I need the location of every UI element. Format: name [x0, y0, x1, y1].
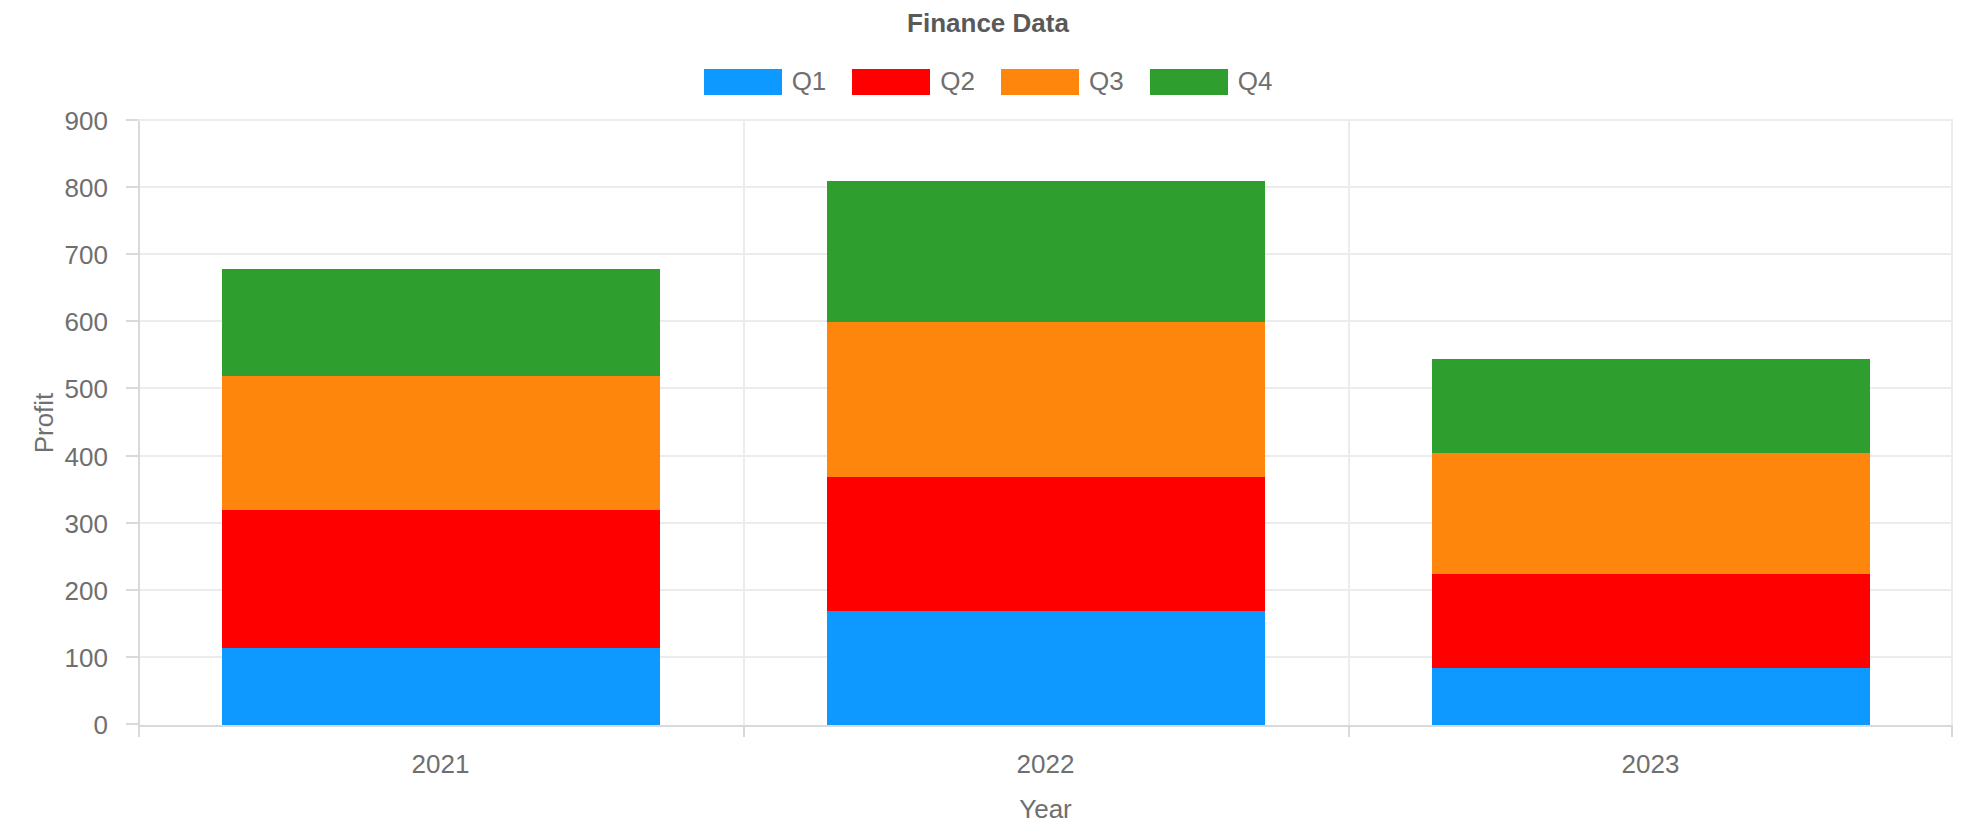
x-tick-mark [1348, 725, 1350, 737]
y-tick-label-700: 700 [18, 239, 108, 271]
finance-data-chart: Finance Data Q1Q2Q3Q4 010020030040050060… [0, 0, 1976, 830]
y-tick-mark [126, 119, 138, 121]
y-tick-mark [126, 186, 138, 188]
legend-swatch-q3 [1001, 69, 1079, 95]
legend: Q1 Q2 Q3 Q4 [0, 66, 1976, 97]
y-tick-label-200: 200 [18, 575, 108, 607]
bar-2021-q3-segment[interactable] [222, 376, 660, 510]
legend-swatch-q1 [704, 69, 782, 95]
y-tick-mark [126, 320, 138, 322]
x-tick-mark [743, 725, 745, 737]
legend-label: Q2 [940, 66, 975, 97]
x-tick-mark [1951, 725, 1953, 737]
bar-2021-q1-segment[interactable] [222, 648, 660, 725]
y-tick-label-0: 0 [18, 709, 108, 741]
y-axis-title: Profit [29, 393, 59, 454]
bar-2023-q1-segment[interactable] [1432, 668, 1870, 725]
gridline-x-2 [1348, 121, 1350, 725]
y-tick-mark [126, 253, 138, 255]
legend-item-q3[interactable]: Q3 [1001, 66, 1124, 97]
legend-label: Q3 [1089, 66, 1124, 97]
x-tick-label-2022: 2022 [946, 748, 1146, 780]
chart-title: Finance Data [0, 8, 1976, 39]
legend-label: Q4 [1238, 66, 1273, 97]
x-axis-title: Year [1019, 794, 1072, 824]
x-tick-label-2021: 2021 [341, 748, 541, 780]
bar-2023-q3-segment[interactable] [1432, 453, 1870, 574]
bar-2022-q4-segment[interactable] [827, 181, 1265, 322]
y-tick-label-800: 800 [18, 172, 108, 204]
legend-item-q1[interactable]: Q1 [704, 66, 827, 97]
legend-swatch-q2 [852, 69, 930, 95]
y-tick-mark [126, 723, 138, 725]
bar-2022-q3-segment[interactable] [827, 322, 1265, 476]
y-tick-label-300: 300 [18, 508, 108, 540]
y-axis-line [138, 121, 140, 725]
legend-item-q4[interactable]: Q4 [1150, 66, 1273, 97]
bar-2023-q2-segment[interactable] [1432, 574, 1870, 668]
y-tick-mark [126, 589, 138, 591]
bar-2022-q2-segment[interactable] [827, 477, 1265, 611]
y-tick-mark [126, 656, 138, 658]
x-axis-line [138, 725, 1953, 727]
bar-2021-q2-segment[interactable] [222, 510, 660, 648]
legend-swatch-q4 [1150, 69, 1228, 95]
legend-label: Q1 [792, 66, 827, 97]
x-tick-mark [138, 725, 140, 737]
y-tick-label-100: 100 [18, 642, 108, 674]
x-tick-label-2023: 2023 [1551, 748, 1751, 780]
gridline-x-3 [1951, 121, 1953, 725]
gridline-y-900 [138, 119, 1953, 121]
bar-2023-q4-segment[interactable] [1432, 359, 1870, 453]
legend-item-q2[interactable]: Q2 [852, 66, 975, 97]
gridline-x-1 [743, 121, 745, 725]
y-tick-mark [126, 522, 138, 524]
y-tick-label-600: 600 [18, 306, 108, 338]
y-tick-label-900: 900 [18, 105, 108, 137]
bar-2022-q1-segment[interactable] [827, 611, 1265, 725]
y-tick-mark [126, 455, 138, 457]
y-tick-mark [126, 387, 138, 389]
bar-2021-q4-segment[interactable] [222, 269, 660, 376]
